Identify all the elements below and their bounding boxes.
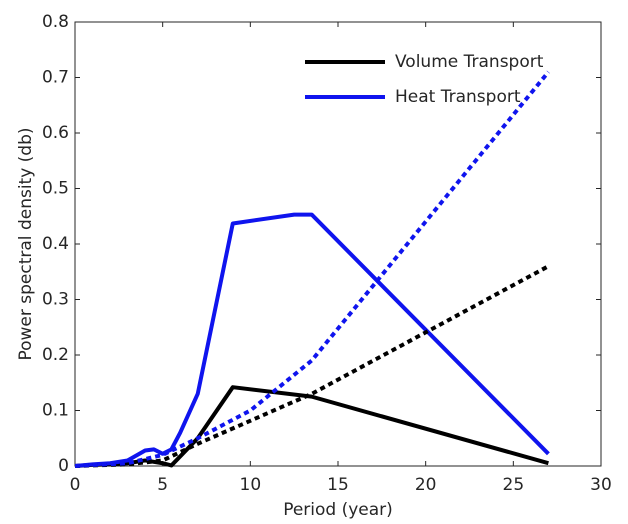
y-tick-label: 0.3 (42, 290, 69, 310)
line-series (74, 70, 550, 468)
line-series (74, 385, 549, 468)
y-tick-label: 0.4 (42, 234, 69, 254)
legend-label: Heat Transport (395, 87, 521, 107)
x-tick-label: 5 (157, 475, 168, 495)
line-series (74, 212, 550, 468)
x-tick-label: 10 (240, 475, 262, 495)
x-tick-label: 20 (415, 475, 437, 495)
x-tick-label: 0 (70, 475, 81, 495)
x-tick-label: 30 (590, 475, 612, 495)
y-tick-label: 0.1 (42, 401, 69, 421)
y-tick-label: 0.5 (42, 179, 69, 199)
y-axis-label: Power spectral density (db) (16, 127, 36, 360)
y-tick-label: 0.7 (42, 68, 69, 88)
y-tick-label: 0.2 (42, 345, 69, 365)
x-tick-label: 25 (503, 475, 525, 495)
x-tick-label: 15 (327, 475, 349, 495)
legend-label: Volume Transport (395, 52, 544, 72)
line-series (74, 264, 550, 468)
x-axis-label: Period (year) (283, 500, 393, 520)
y-tick-label: 0.8 (42, 12, 69, 32)
y-tick-label: 0 (58, 456, 69, 476)
y-tick-label: 0.6 (42, 123, 69, 143)
